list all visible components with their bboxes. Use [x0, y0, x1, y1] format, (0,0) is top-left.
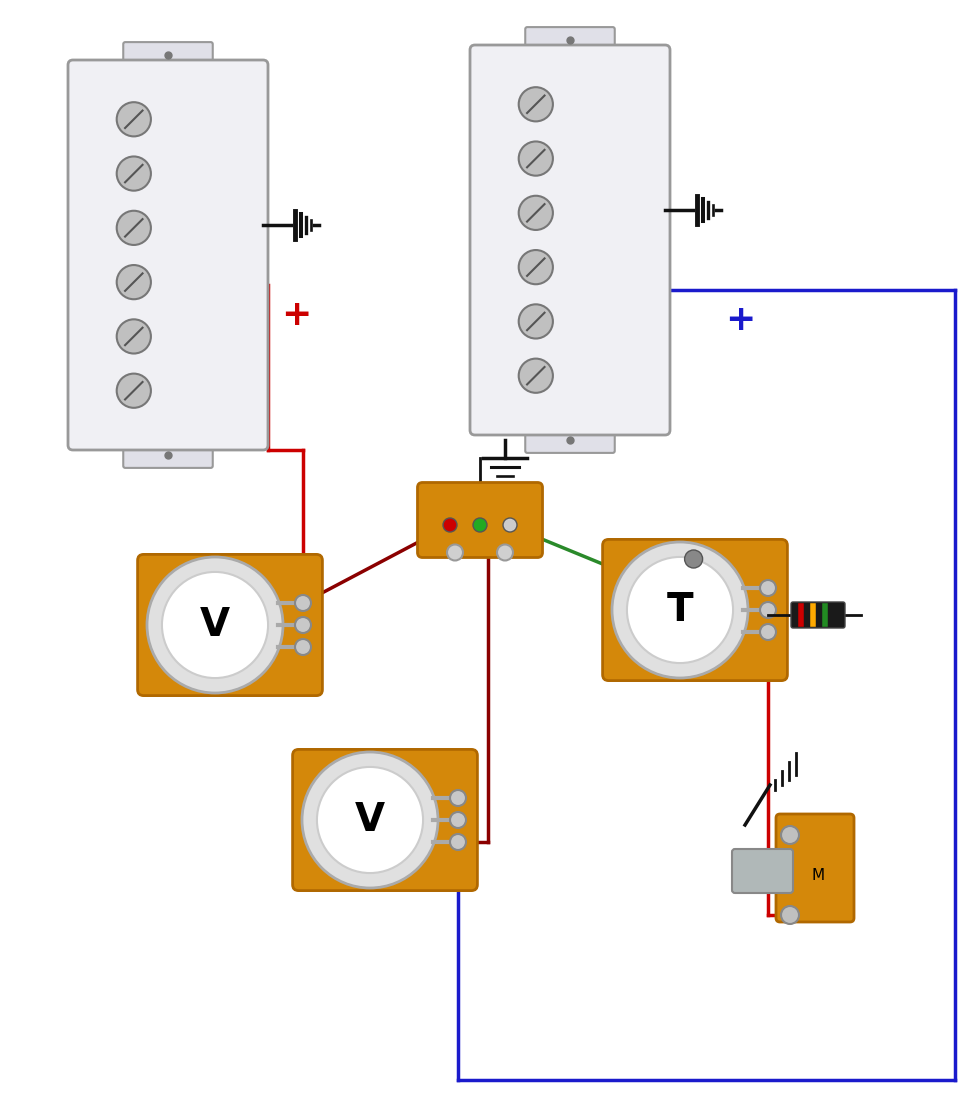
- Circle shape: [117, 211, 151, 245]
- FancyBboxPatch shape: [776, 814, 854, 922]
- Circle shape: [295, 595, 311, 610]
- Text: T: T: [666, 592, 693, 629]
- FancyBboxPatch shape: [417, 482, 543, 557]
- Circle shape: [760, 602, 776, 618]
- Text: +: +: [725, 303, 756, 338]
- Circle shape: [117, 373, 151, 408]
- FancyBboxPatch shape: [137, 555, 322, 695]
- Circle shape: [450, 790, 466, 807]
- Circle shape: [117, 320, 151, 353]
- Circle shape: [117, 102, 151, 136]
- Circle shape: [503, 518, 517, 532]
- Circle shape: [450, 834, 466, 850]
- FancyBboxPatch shape: [525, 27, 614, 52]
- Circle shape: [317, 766, 423, 873]
- Circle shape: [473, 518, 487, 532]
- Circle shape: [497, 545, 513, 560]
- Circle shape: [162, 571, 269, 678]
- Circle shape: [518, 250, 553, 284]
- Circle shape: [518, 141, 553, 176]
- Text: +: +: [281, 299, 312, 332]
- Circle shape: [295, 639, 311, 655]
- Circle shape: [781, 906, 799, 924]
- Circle shape: [518, 87, 553, 121]
- Circle shape: [447, 545, 463, 560]
- FancyBboxPatch shape: [525, 428, 614, 453]
- Circle shape: [627, 557, 733, 663]
- Circle shape: [295, 617, 311, 633]
- Circle shape: [518, 359, 553, 393]
- FancyBboxPatch shape: [123, 42, 213, 67]
- Circle shape: [117, 156, 151, 190]
- Circle shape: [117, 265, 151, 300]
- Text: V: V: [200, 606, 230, 644]
- FancyBboxPatch shape: [68, 60, 268, 450]
- Text: V: V: [355, 801, 385, 839]
- FancyBboxPatch shape: [470, 45, 670, 434]
- FancyBboxPatch shape: [603, 539, 787, 681]
- FancyBboxPatch shape: [791, 602, 845, 628]
- Circle shape: [612, 543, 748, 678]
- Circle shape: [443, 518, 457, 532]
- Circle shape: [685, 550, 703, 568]
- Circle shape: [518, 196, 553, 229]
- Circle shape: [302, 752, 438, 888]
- Text: M: M: [811, 868, 824, 882]
- FancyBboxPatch shape: [123, 443, 213, 468]
- Circle shape: [760, 580, 776, 596]
- Circle shape: [760, 624, 776, 641]
- Circle shape: [518, 304, 553, 339]
- Circle shape: [450, 812, 466, 828]
- Circle shape: [147, 557, 283, 693]
- FancyBboxPatch shape: [732, 849, 793, 893]
- FancyBboxPatch shape: [293, 750, 477, 890]
- Circle shape: [781, 825, 799, 844]
